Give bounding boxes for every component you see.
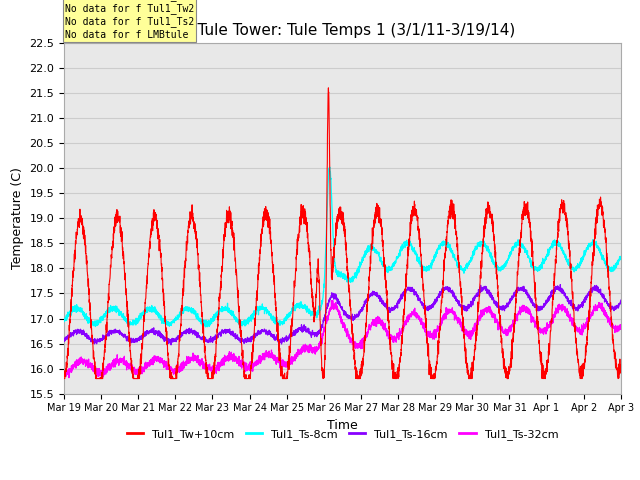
X-axis label: Time: Time bbox=[327, 419, 358, 432]
Y-axis label: Temperature (C): Temperature (C) bbox=[11, 168, 24, 269]
Text: No data for f Tul1_Tw4
No data for f Tul1_Tw2
No data for f Tul1_Ts2
No data for: No data for f Tul1_Tw4 No data for f Tul… bbox=[65, 0, 194, 40]
Title: MB Tule Tower: Tule Temps 1 (3/1/11-3/19/14): MB Tule Tower: Tule Temps 1 (3/1/11-3/19… bbox=[169, 23, 516, 38]
Legend: Tul1_Tw+10cm, Tul1_Ts-8cm, Tul1_Ts-16cm, Tul1_Ts-32cm: Tul1_Tw+10cm, Tul1_Ts-8cm, Tul1_Ts-16cm,… bbox=[122, 424, 563, 444]
